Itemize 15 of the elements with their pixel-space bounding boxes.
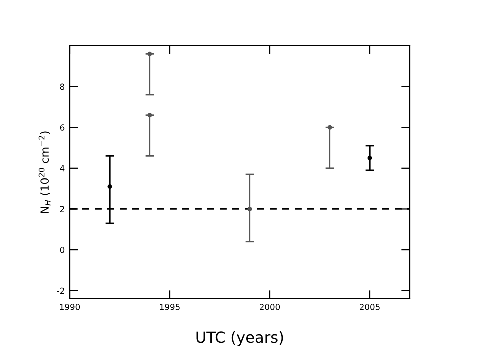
point (368, 156, 372, 160)
y-axis-title: N$_{H}$ (10$^{20}$ cm$^{−2}$) (38, 132, 51, 214)
x-tick-label: 1990 (60, 304, 80, 310)
y-tick-label: 0 (60, 247, 65, 254)
x-tick-label: 2000 (260, 304, 280, 310)
y-tick-label: 2 (60, 206, 64, 212)
x-tick-label: 2005 (360, 304, 380, 310)
x-tick-label: 1995 (160, 304, 180, 310)
y-tick-label: 6 (60, 124, 65, 131)
point (108, 184, 112, 190)
y-tick-label: 4 (60, 166, 65, 172)
y-tick-label: -2 (57, 288, 64, 294)
x-axis-title: UTC (years) (196, 331, 284, 346)
point (248, 206, 252, 212)
y-tick-label: 8 (60, 84, 65, 90)
